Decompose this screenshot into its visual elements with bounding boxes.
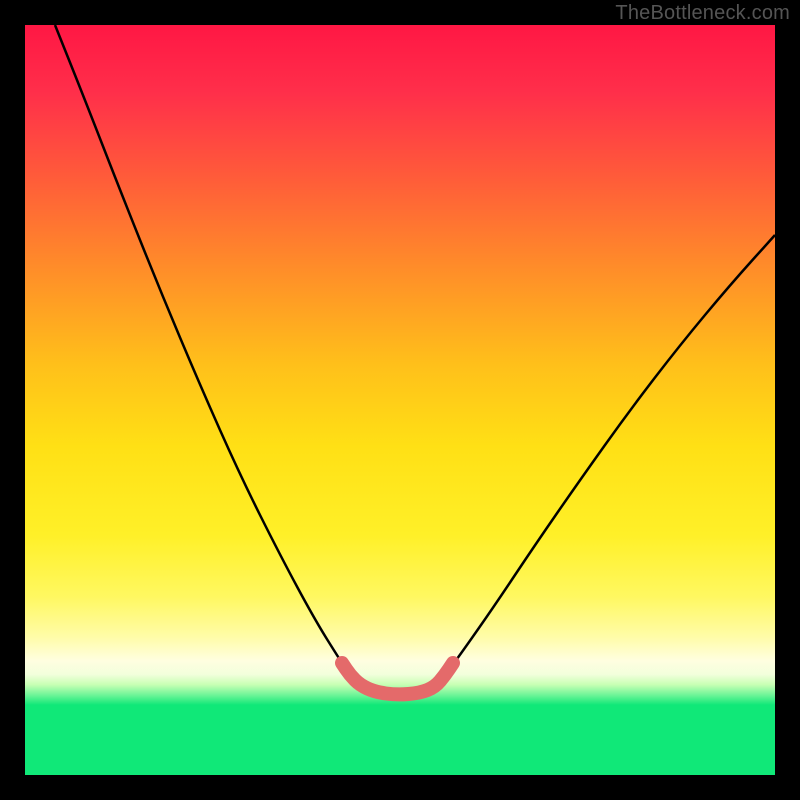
watermark-label: TheBottleneck.com [615,2,790,25]
heatmap-gradient [25,25,775,705]
outer-frame: TheBottleneck.com [0,0,800,800]
green-band [25,705,775,775]
